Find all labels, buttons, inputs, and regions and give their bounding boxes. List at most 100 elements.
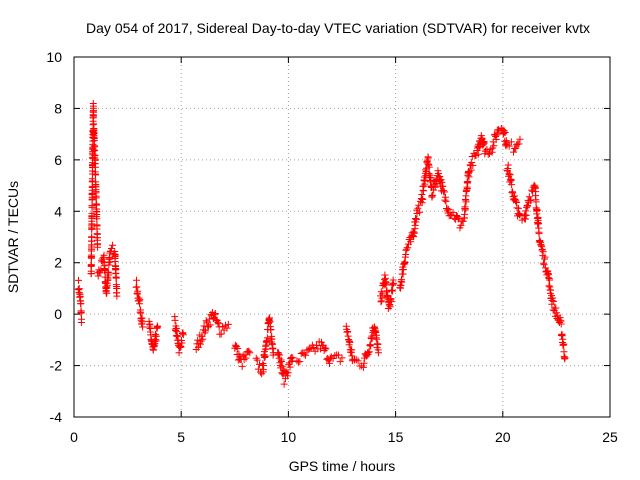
data-point — [201, 327, 209, 335]
grid-lines — [74, 57, 610, 417]
data-point — [217, 330, 225, 338]
data-point — [505, 142, 513, 150]
data-point — [334, 351, 342, 359]
data-point — [113, 292, 121, 300]
data-point — [300, 350, 308, 358]
data-point — [139, 323, 147, 331]
y-tick-label: -4 — [50, 409, 63, 425]
data-point — [90, 112, 98, 120]
data-point — [93, 215, 101, 223]
data-point — [214, 319, 222, 327]
data-point — [547, 286, 555, 294]
data-point — [132, 276, 140, 284]
data-point — [468, 158, 476, 166]
data-point — [465, 173, 473, 181]
data-point — [561, 354, 569, 362]
data-point — [224, 320, 232, 328]
data-point — [260, 362, 268, 370]
y-axis-label: SDTVAR / TECUs — [5, 181, 21, 293]
data-point — [312, 341, 320, 349]
data-point — [352, 356, 360, 364]
x-tick-label: 0 — [70, 429, 78, 445]
data-point — [492, 135, 500, 143]
data-point — [277, 357, 285, 365]
data-point — [560, 340, 568, 348]
axis-ticks: 0 5 10 15 20 25 -4 -2 0 2 4 6 8 10 — [46, 49, 618, 445]
data-point — [546, 276, 554, 284]
data-point — [377, 298, 385, 306]
data-point — [77, 309, 85, 317]
data-point — [439, 186, 447, 194]
data-point — [442, 197, 450, 205]
data-point — [507, 138, 515, 146]
data-point — [302, 351, 310, 359]
data-point — [87, 267, 95, 275]
data-point — [552, 304, 560, 312]
data-point — [276, 351, 284, 359]
data-point — [462, 198, 470, 206]
data-point — [378, 290, 386, 298]
data-point — [522, 211, 530, 219]
x-axis-label: GPS time / hours — [289, 458, 396, 474]
data-point — [421, 177, 429, 185]
data-point — [381, 271, 389, 279]
data-point — [77, 300, 85, 308]
data-point — [365, 348, 373, 356]
data-point — [466, 168, 474, 176]
data-point — [454, 215, 462, 223]
data-point — [175, 349, 183, 357]
data-point — [360, 359, 368, 367]
data-point — [549, 294, 557, 302]
data-point — [386, 303, 394, 311]
data-point — [75, 276, 83, 284]
data-point — [367, 342, 375, 350]
data-point — [215, 320, 223, 328]
data-point — [449, 209, 457, 217]
data-point — [202, 317, 210, 325]
data-point — [532, 198, 540, 206]
data-point — [194, 336, 202, 344]
data-point — [521, 215, 529, 223]
data-point — [354, 357, 362, 365]
data-point — [541, 253, 549, 261]
data-point — [284, 369, 292, 377]
x-tick-label: 5 — [177, 429, 185, 445]
data-point — [368, 334, 376, 342]
data-point — [197, 337, 205, 345]
data-point — [382, 279, 390, 287]
data-point — [512, 144, 520, 152]
data-point — [199, 335, 207, 343]
data-point — [488, 148, 496, 156]
data-point — [441, 193, 449, 201]
data-point — [539, 248, 547, 256]
data-point — [493, 131, 501, 139]
data-point — [297, 349, 305, 357]
data-point — [78, 315, 86, 323]
data-point — [414, 204, 422, 212]
data-point — [457, 221, 465, 229]
y-tick-label: -2 — [50, 358, 63, 374]
data-point — [178, 339, 186, 347]
data-point — [152, 332, 160, 340]
data-point — [419, 195, 427, 203]
data-point — [269, 345, 277, 353]
data-point — [242, 354, 250, 362]
data-point — [389, 287, 397, 295]
data-point — [558, 332, 566, 340]
data-point — [325, 359, 333, 367]
data-point — [555, 318, 563, 326]
data-point — [557, 320, 565, 328]
data-point — [88, 177, 96, 185]
data-point — [490, 142, 498, 150]
data-point — [504, 161, 512, 169]
data-point — [516, 135, 524, 143]
data-point — [88, 202, 96, 210]
x-tick-label: 25 — [602, 429, 618, 445]
data-point — [427, 174, 435, 182]
data-point — [338, 354, 346, 362]
data-point — [418, 190, 426, 198]
data-point — [211, 311, 219, 319]
data-point — [559, 335, 567, 343]
data-point — [445, 205, 453, 213]
data-point — [550, 297, 558, 305]
